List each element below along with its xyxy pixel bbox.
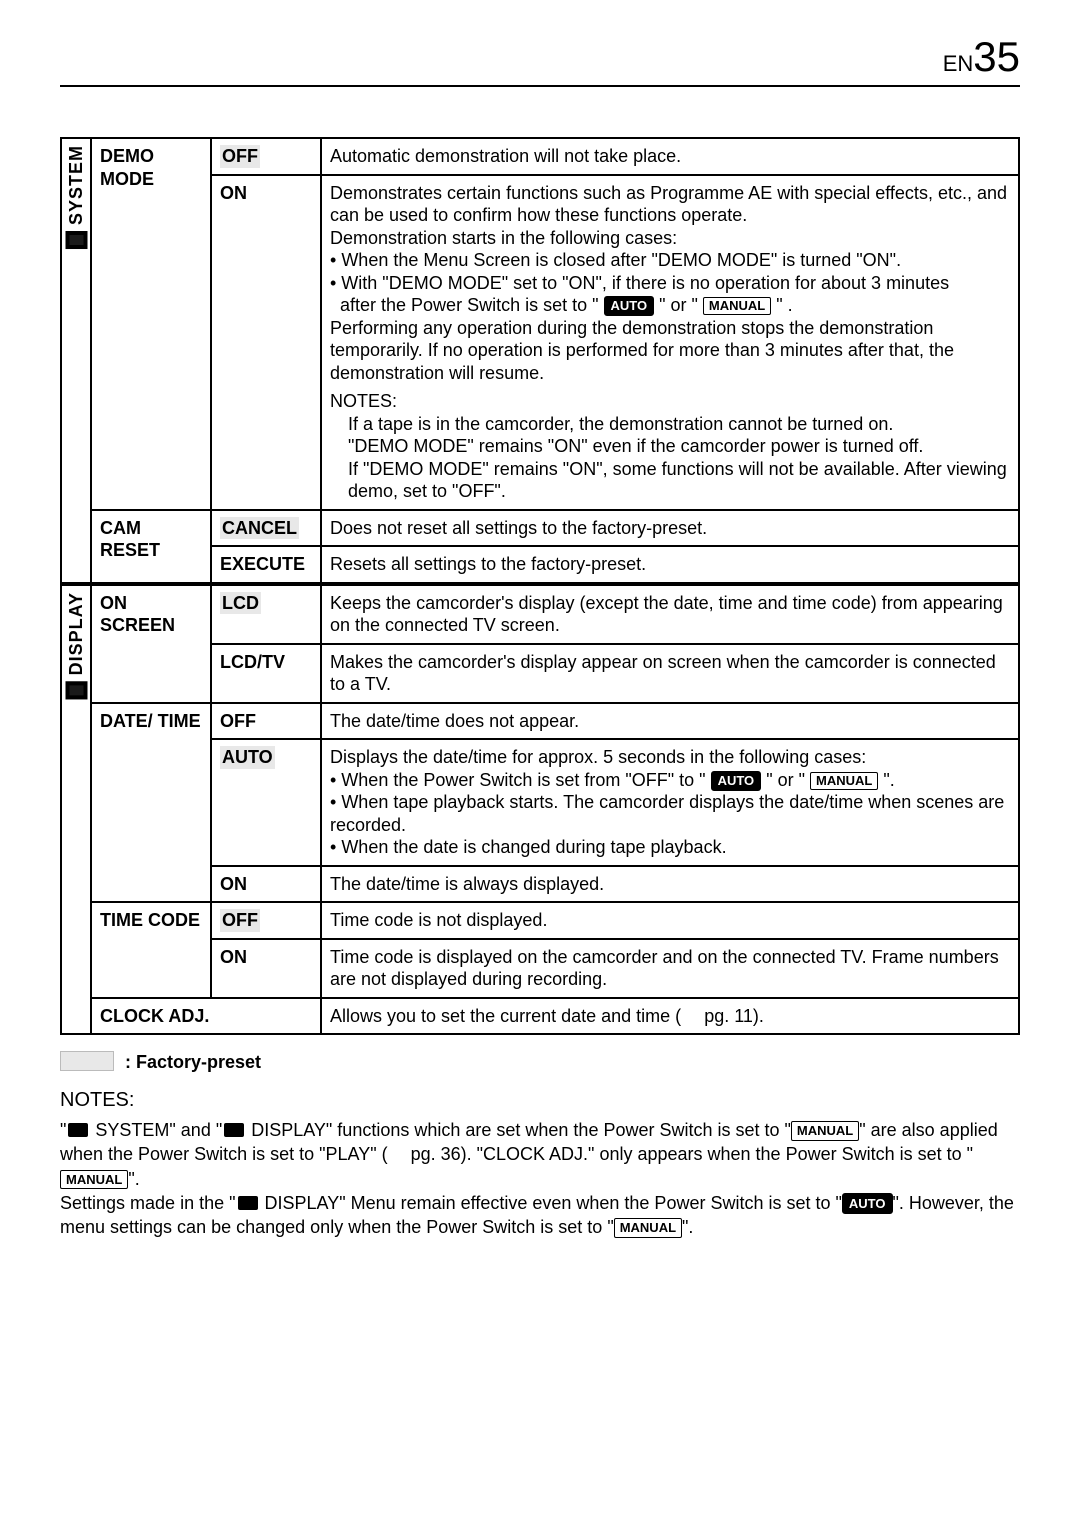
auto-badge: AUTO bbox=[604, 296, 655, 316]
func-label: CLOCK ADJ. bbox=[91, 998, 321, 1035]
option-desc: Time code is not displayed. bbox=[321, 902, 1019, 939]
legend: : Factory-preset bbox=[60, 1051, 1020, 1073]
settings-table-system: SYSTEM DEMO MODE OFF Automatic demonstra… bbox=[60, 137, 1020, 584]
manual-badge: MANUAL bbox=[791, 1121, 859, 1141]
auto-badge: AUTO bbox=[842, 1193, 893, 1215]
table-row: TIME CODE OFF Time code is not displayed… bbox=[61, 902, 1019, 939]
footer-notes: NOTES: " SYSTEM" and " DISPLAY" function… bbox=[60, 1087, 1020, 1239]
manual-badge: MANUAL bbox=[614, 1218, 682, 1238]
group-label: DISPLAY bbox=[65, 592, 88, 675]
option-desc: Makes the camcorder's display appear on … bbox=[321, 644, 1019, 703]
settings-table-display: DISPLAY ON SCREEN LCD Keeps the camcorde… bbox=[60, 584, 1020, 1036]
func-label: ON SCREEN bbox=[91, 585, 211, 703]
option-desc: Demonstrates certain functions such as P… bbox=[321, 175, 1019, 510]
manual-badge: MANUAL bbox=[60, 1170, 128, 1190]
display-icon bbox=[238, 1196, 258, 1210]
func-label: TIME CODE bbox=[91, 902, 211, 998]
tools-icon bbox=[68, 1123, 88, 1137]
footer-note-2: Settings made in the " DISPLAY" Menu rem… bbox=[60, 1191, 1020, 1240]
table-row: SYSTEM DEMO MODE OFF Automatic demonstra… bbox=[61, 138, 1019, 175]
display-icon bbox=[224, 1123, 244, 1137]
notes-heading: NOTES: bbox=[330, 390, 1010, 413]
func-label: CAM RESET bbox=[91, 510, 211, 583]
option-name: EXECUTE bbox=[211, 546, 321, 583]
option-name: OFF bbox=[211, 703, 321, 740]
tools-icon bbox=[65, 231, 87, 249]
page-number: EN35 bbox=[943, 33, 1020, 81]
header-rule: EN35 bbox=[60, 30, 1020, 87]
auto-badge: AUTO bbox=[711, 771, 762, 791]
page-number-value: 35 bbox=[973, 33, 1020, 80]
option-name: ON bbox=[211, 866, 321, 903]
option-desc: Displays the date/time for approx. 5 sec… bbox=[321, 739, 1019, 866]
func-label: DATE/ TIME bbox=[91, 703, 211, 903]
table-row: CLOCK ADJ. Allows you to set the current… bbox=[61, 998, 1019, 1035]
option-name: ON bbox=[211, 175, 321, 510]
page: EN35 SYSTEM DEMO MODE OFF Automatic demo… bbox=[0, 0, 1080, 1533]
option-name: CANCEL bbox=[211, 510, 321, 547]
legend-label: : Factory-preset bbox=[125, 1052, 261, 1072]
func-label: DEMO MODE bbox=[91, 138, 211, 510]
legend-swatch bbox=[60, 1051, 114, 1071]
footer-notes-heading: NOTES: bbox=[60, 1087, 1020, 1114]
display-icon bbox=[65, 681, 87, 699]
option-name: OFF bbox=[211, 902, 321, 939]
option-desc: Does not reset all settings to the facto… bbox=[321, 510, 1019, 547]
option-desc: Time code is displayed on the camcorder … bbox=[321, 939, 1019, 998]
group-label: SYSTEM bbox=[65, 145, 88, 225]
manual-badge: MANUAL bbox=[810, 772, 878, 790]
manual-badge: MANUAL bbox=[703, 297, 771, 315]
option-desc: The date/time is always displayed. bbox=[321, 866, 1019, 903]
table-row: DISPLAY ON SCREEN LCD Keeps the camcorde… bbox=[61, 585, 1019, 644]
table-row: DATE/ TIME OFF The date/time does not ap… bbox=[61, 703, 1019, 740]
option-desc: Allows you to set the current date and t… bbox=[321, 998, 1019, 1035]
option-desc: Resets all settings to the factory-prese… bbox=[321, 546, 1019, 583]
option-name: AUTO bbox=[211, 739, 321, 866]
option-name: LCD bbox=[211, 585, 321, 644]
table-row: CAM RESET CANCEL Does not reset all sett… bbox=[61, 510, 1019, 547]
footer-note-1: " SYSTEM" and " DISPLAY" functions which… bbox=[60, 1118, 1020, 1191]
option-name: LCD/TV bbox=[211, 644, 321, 703]
group-tab-system: SYSTEM bbox=[61, 138, 91, 583]
group-tab-display: DISPLAY bbox=[61, 585, 91, 1035]
option-desc: Keeps the camcorder's display (except th… bbox=[321, 585, 1019, 644]
option-name: OFF bbox=[211, 138, 321, 175]
page-prefix: EN bbox=[943, 51, 974, 76]
option-desc: Automatic demonstration will not take pl… bbox=[321, 138, 1019, 175]
option-name: ON bbox=[211, 939, 321, 998]
option-desc: The date/time does not appear. bbox=[321, 703, 1019, 740]
